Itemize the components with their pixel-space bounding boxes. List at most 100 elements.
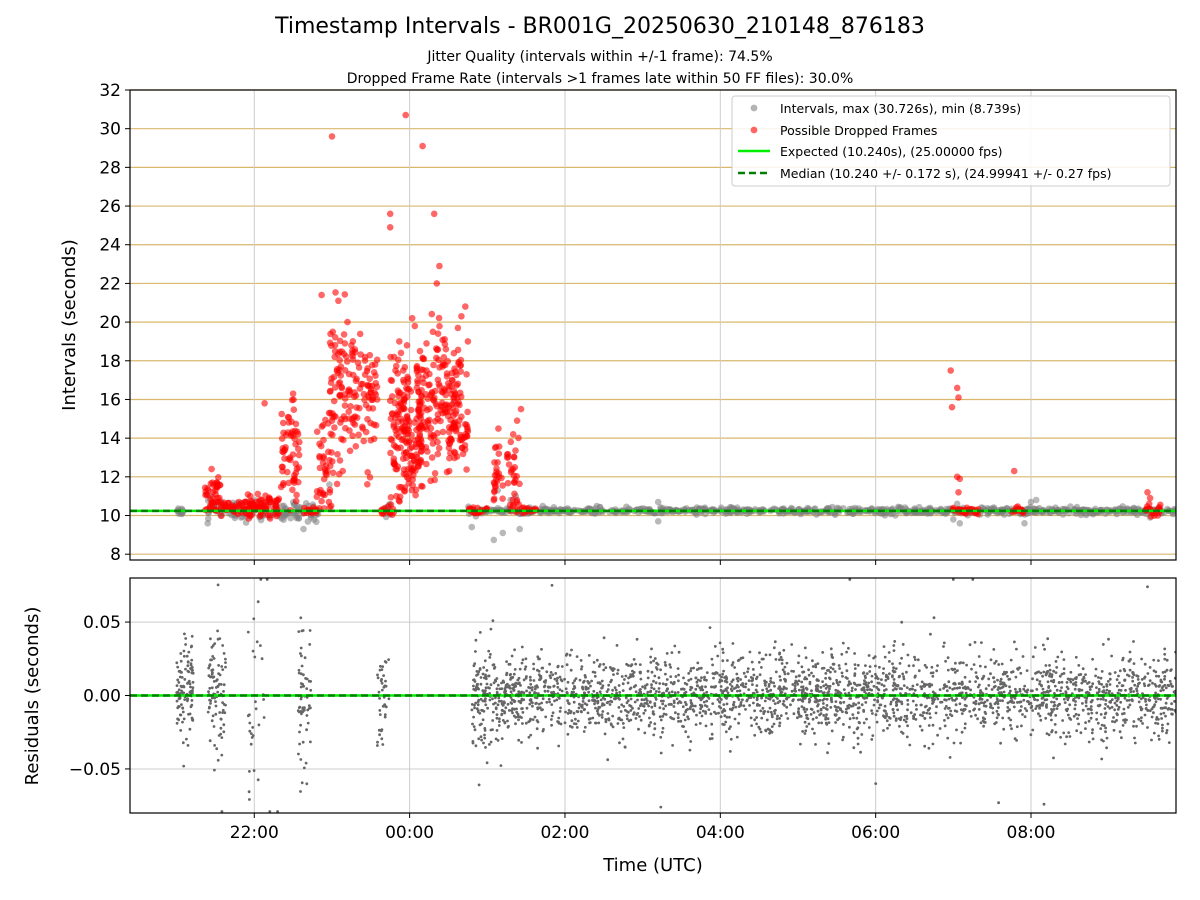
residual-point <box>1039 671 1043 675</box>
residual-point <box>836 706 840 709</box>
residual-point <box>825 708 829 711</box>
residual-point <box>753 709 756 713</box>
residual-point <box>528 675 532 679</box>
residual-point <box>1116 691 1120 695</box>
residual-point <box>573 686 577 690</box>
residual-point <box>1048 689 1052 693</box>
residual-point <box>848 697 852 700</box>
residual-point <box>1065 685 1069 689</box>
residual-point <box>990 688 994 691</box>
residual-point <box>906 698 910 702</box>
residual-point <box>625 714 629 717</box>
residual-point <box>384 704 387 708</box>
residual-point <box>909 687 913 691</box>
dropped-frame-point <box>387 449 394 457</box>
residual-point <box>1008 708 1011 712</box>
residual-point <box>1155 674 1158 678</box>
residual-point <box>1159 697 1162 701</box>
residual-point <box>674 675 678 678</box>
residual-point <box>837 664 841 667</box>
residual-point <box>597 705 601 709</box>
intervals-y-tick-label: 18 <box>99 352 121 372</box>
residual-point <box>958 702 962 706</box>
dropped-frame-point <box>425 420 432 427</box>
residual-point <box>1038 706 1041 710</box>
residual-point <box>681 705 685 709</box>
residual-point <box>485 682 489 686</box>
residual-point <box>190 718 194 722</box>
residual-point <box>528 719 532 723</box>
residual-point <box>511 687 514 690</box>
residual-point <box>248 721 252 725</box>
residual-point <box>1071 678 1075 682</box>
residual-point <box>255 640 259 644</box>
residual-point <box>501 719 505 722</box>
residual-point <box>664 713 668 716</box>
residual-point <box>881 696 884 700</box>
residual-point <box>657 676 661 680</box>
residual-point <box>1015 647 1018 651</box>
residual-point <box>713 710 716 714</box>
residual-point <box>223 711 227 715</box>
residual-point <box>571 681 575 685</box>
residual-point <box>536 746 539 750</box>
residual-point <box>646 676 650 680</box>
residual-point <box>814 665 818 669</box>
residual-point <box>881 671 885 675</box>
residual-point <box>620 675 624 678</box>
residual-point <box>773 702 777 705</box>
residual-point <box>558 675 562 679</box>
residual-point <box>219 717 223 721</box>
residual-point <box>1026 700 1029 703</box>
residual-point <box>536 655 540 659</box>
residual-point <box>942 645 945 648</box>
residual-point <box>805 725 809 728</box>
dropped-frame-point <box>247 497 255 505</box>
residual-point <box>605 690 609 693</box>
residual-point <box>1132 724 1135 728</box>
residual-point <box>1120 736 1123 740</box>
residual-point <box>177 718 181 722</box>
intervals-y-tick-label: 8 <box>110 545 121 565</box>
residual-point <box>1169 682 1173 686</box>
residual-point <box>742 671 746 675</box>
dropped-frame-point <box>450 387 458 395</box>
dropped-frame-point <box>462 303 469 310</box>
residual-point <box>789 703 792 707</box>
residual-point <box>536 720 540 724</box>
residual-point <box>572 711 576 715</box>
residual-point <box>1137 682 1140 686</box>
residual-point <box>829 647 833 651</box>
residual-point <box>1025 690 1029 694</box>
residual-point <box>580 667 583 671</box>
residual-point <box>607 717 611 720</box>
dropped-frame-point <box>509 496 517 504</box>
residual-point <box>664 704 667 708</box>
residual-point <box>259 644 262 647</box>
dropped-frame-point <box>510 454 518 461</box>
dropped-frame-point <box>408 486 416 494</box>
residual-point <box>524 721 528 725</box>
residual-point <box>1091 737 1095 741</box>
residual-point <box>383 713 387 717</box>
residual-point <box>1063 701 1067 704</box>
residual-point <box>953 671 957 674</box>
residual-point <box>824 672 828 675</box>
residual-point <box>1015 725 1019 729</box>
residual-point <box>1002 727 1006 731</box>
residual-point <box>719 715 723 719</box>
residual-point <box>1135 724 1138 728</box>
dropped-frame-point <box>464 338 472 345</box>
residual-point <box>1086 682 1089 685</box>
residual-point <box>594 706 597 710</box>
residual-point <box>470 703 474 706</box>
residual-point <box>686 707 689 711</box>
residual-point <box>1062 697 1066 701</box>
residual-point <box>963 697 967 701</box>
residual-point <box>609 699 612 703</box>
dropped-frame-point <box>387 435 395 443</box>
residual-point <box>828 684 832 688</box>
residual-point <box>961 686 965 690</box>
residual-point <box>891 688 895 692</box>
residual-point <box>902 684 906 687</box>
